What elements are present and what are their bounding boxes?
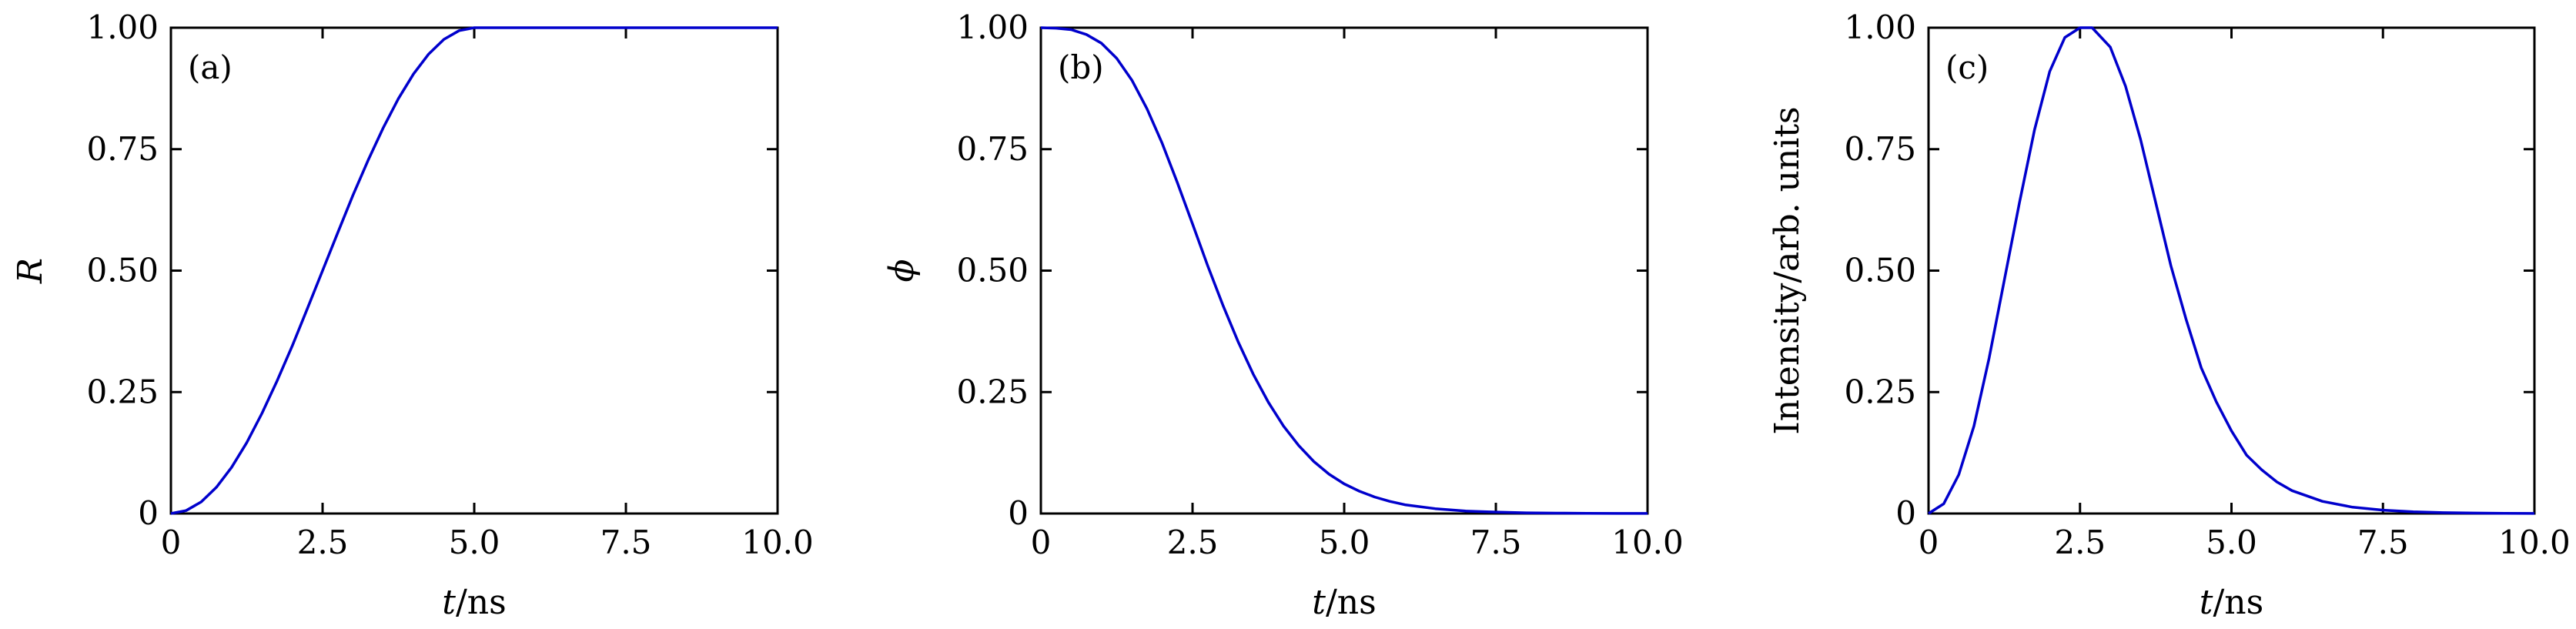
plot-frame: [1927, 26, 2536, 515]
x-axis-variable: t: [442, 583, 456, 622]
y-tick-label: 0.50: [956, 252, 1029, 289]
x-axis-variable: t: [1312, 583, 1326, 622]
y-tick-label: 1.00: [86, 8, 159, 46]
y-axis-label: ϕ: [882, 259, 922, 283]
panel-label: (a): [188, 49, 233, 86]
x-axis-unit: /ns: [2213, 583, 2263, 622]
y-tick-label: 0.75: [956, 130, 1029, 168]
y-tick-label: 0.25: [1844, 373, 1916, 410]
x-tick-label: 5.0: [2206, 524, 2257, 561]
y-tick-label: 0: [138, 494, 159, 532]
x-tick-label: 10.0: [1611, 524, 1684, 561]
x-tick-label: 2.5: [1167, 524, 1219, 561]
x-tick-label: 7.5: [601, 524, 652, 561]
x-tick-label: 0: [161, 524, 182, 561]
x-tick-label: 2.5: [2054, 524, 2106, 561]
panel-c: 0 2.5 5.0 7.5 10.0 0 0.25 0.50 0.75 1.00 (c) t/ns In…: [1768, 8, 2571, 622]
x-axis-unit: /ns: [456, 583, 507, 622]
x-axis-label: t/ns: [2200, 583, 2263, 622]
y-tick-label: 1.00: [956, 8, 1029, 46]
x-tick-label: 0: [1031, 524, 1052, 561]
panel-b: 0 2.5 5.0 7.5 10.0 0 0.25 0.50 0.75 1.00 (b) t/ns ϕ: [882, 8, 1684, 622]
x-axis-label: t/ns: [442, 583, 506, 622]
y-tick-label: 0.50: [86, 252, 159, 289]
panel-label: (b): [1058, 49, 1104, 86]
plot-frame: [1039, 26, 1649, 515]
series-line: [170, 26, 778, 515]
x-tick-label: 2.5: [297, 524, 349, 561]
x-tick-label: 7.5: [2357, 524, 2409, 561]
y-tick-label: 0: [1895, 494, 1916, 532]
x-tick-label: 10.0: [2498, 524, 2571, 561]
y-tick-label: 0.25: [956, 373, 1029, 410]
y-tick-label: 0.75: [1844, 130, 1916, 168]
y-tick-label: 0.25: [86, 373, 159, 410]
y-axis-label: R: [11, 258, 50, 284]
panel-a: 0 2.5 5.0 7.5 10.0 0 0.25 0.50 0.75 1.00 (a) t/ns R: [11, 8, 814, 622]
x-tick-label: 7.5: [1470, 524, 1522, 561]
y-tick-label: 0.75: [86, 130, 159, 168]
x-axis-label: t/ns: [1312, 583, 1376, 622]
panel-label: (c): [1945, 49, 1989, 86]
x-axis-variable: t: [2200, 583, 2213, 622]
x-tick-label: 5.0: [1319, 524, 1370, 561]
x-tick-label: 5.0: [449, 524, 500, 561]
y-tick-label: 0.50: [1844, 252, 1916, 289]
y-axis-label: Intensity/arb. units: [1768, 106, 1807, 434]
series-line: [1928, 26, 2535, 515]
series-line: [1040, 26, 1648, 515]
y-tick-label: 1.00: [1844, 8, 1916, 46]
x-tick-label: 0: [1919, 524, 1939, 561]
plot-frame: [169, 26, 779, 515]
y-tick-label: 0: [1008, 494, 1029, 532]
x-tick-label: 10.0: [741, 524, 814, 561]
x-axis-unit: /ns: [1326, 583, 1377, 622]
